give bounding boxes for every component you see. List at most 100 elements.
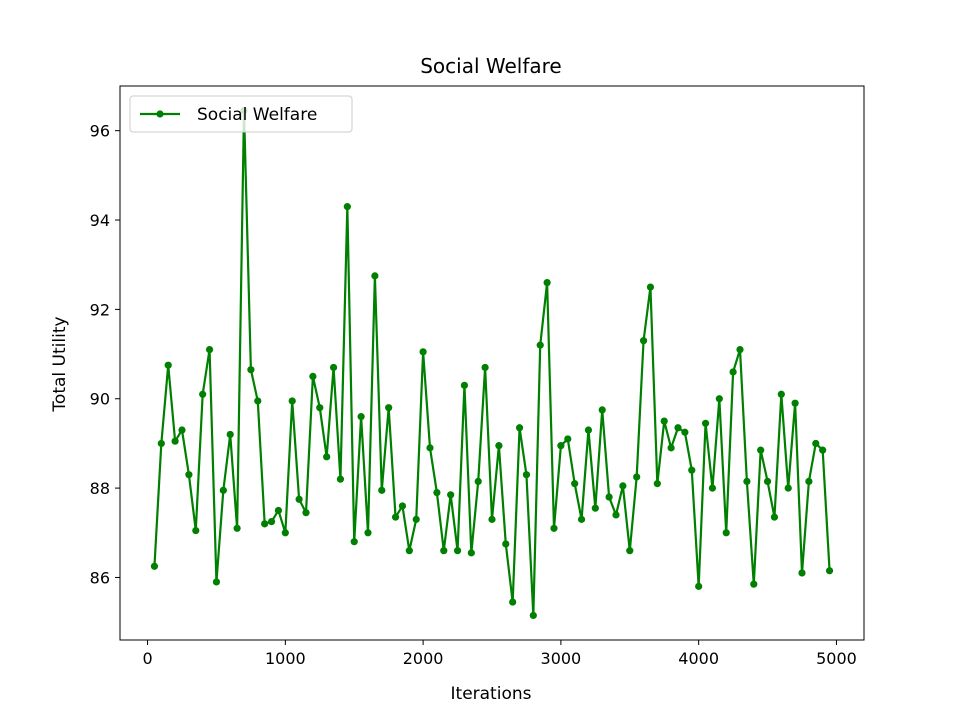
data-point: [398, 502, 407, 510]
data-point: [274, 506, 283, 515]
x-axis-label: Iterations: [451, 684, 532, 704]
data-point: [536, 341, 544, 349]
data-point: [722, 529, 730, 537]
data-point: [302, 509, 310, 517]
data-point: [433, 488, 441, 497]
data-point: [385, 404, 393, 412]
data-point: [178, 426, 186, 434]
data-point: [150, 562, 159, 570]
data-point: [825, 567, 834, 575]
x-tick-label: 1000: [265, 649, 306, 668]
data-point: [426, 444, 434, 452]
x-tick-label: 5000: [816, 649, 857, 668]
data-point: [564, 435, 572, 443]
data-point: [529, 611, 537, 620]
data-point: [474, 477, 482, 485]
data-point: [164, 361, 172, 369]
data-point: [481, 363, 489, 372]
data-point: [316, 404, 324, 412]
data-point: [171, 437, 179, 445]
data-point: [288, 397, 296, 405]
data-point: [701, 419, 710, 427]
data-point: [467, 549, 475, 557]
data-point: [192, 526, 200, 535]
data-point: [488, 515, 496, 523]
legend-marker-swatch: [156, 110, 164, 118]
data-point: [247, 366, 255, 374]
y-tick-label: 92: [90, 300, 110, 319]
data-point: [639, 337, 648, 345]
data-point: [219, 486, 227, 494]
y-tick-label: 96: [90, 122, 110, 141]
data-point: [763, 477, 772, 485]
plot-area: [150, 106, 834, 620]
series-line: [153, 109, 831, 617]
data-point: [798, 569, 806, 577]
plot-frame: [119, 85, 865, 641]
data-point: [185, 471, 193, 479]
data-point: [605, 493, 613, 501]
data-point: [736, 346, 744, 354]
data-point: [681, 428, 689, 436]
x-tick-label: 4000: [678, 649, 719, 668]
data-point: [743, 477, 751, 485]
data-point: [819, 446, 827, 454]
data-point: [777, 390, 785, 398]
data-point: [577, 515, 586, 523]
data-point: [515, 424, 524, 432]
data-point: [557, 442, 565, 450]
axis-ticks: 0 1000 2000 3000 4000 5000 86 88 90 92 94 96: [90, 122, 857, 668]
data-point: [522, 471, 531, 479]
y-tick-label: 88: [90, 479, 110, 498]
data-point: [350, 538, 358, 546]
data-point: [550, 524, 558, 532]
data-point: [646, 283, 655, 291]
data-point: [419, 348, 427, 356]
data-point: [543, 278, 551, 287]
data-point: [695, 582, 703, 590]
data-point: [667, 444, 675, 452]
data-point: [357, 413, 365, 421]
x-tick-label: 3000: [541, 649, 582, 668]
chart-title: Social Welfare: [420, 54, 562, 78]
data-point: [708, 484, 717, 492]
data-point: [750, 580, 758, 588]
data-point: [784, 484, 792, 492]
data-point: [715, 395, 723, 403]
legend-label: Social Welfare: [197, 105, 317, 125]
data-point: [391, 513, 400, 521]
data-point: [309, 372, 317, 380]
data-point: [757, 446, 765, 454]
data-point: [674, 424, 682, 432]
data-point: [612, 511, 620, 519]
y-tick-label: 90: [90, 390, 110, 409]
data-point: [509, 598, 517, 606]
data-point: [460, 381, 469, 389]
data-point: [440, 547, 448, 555]
y-tick-label: 94: [90, 211, 110, 230]
data-point: [212, 578, 221, 586]
data-point: [343, 203, 351, 211]
data-point: [336, 475, 345, 483]
x-tick-label: 2000: [403, 649, 444, 668]
data-point: [447, 491, 455, 499]
data-point: [805, 477, 813, 485]
data-point: [653, 480, 661, 488]
data-point: [571, 480, 579, 488]
x-tick-label: 0: [142, 649, 152, 668]
data-point: [157, 439, 165, 448]
data-point: [254, 397, 262, 405]
y-tick-label: 86: [90, 568, 110, 587]
data-point: [412, 515, 420, 523]
data-point: [323, 453, 331, 461]
data-point: [267, 518, 276, 526]
data-point: [502, 540, 510, 548]
data-point: [812, 439, 820, 448]
data-point: [584, 426, 593, 434]
data-point: [729, 368, 737, 376]
legend: Social Welfare: [129, 95, 353, 133]
data-point: [626, 547, 634, 555]
data-point: [591, 504, 599, 512]
data-point: [364, 529, 372, 537]
data-point: [371, 272, 379, 280]
